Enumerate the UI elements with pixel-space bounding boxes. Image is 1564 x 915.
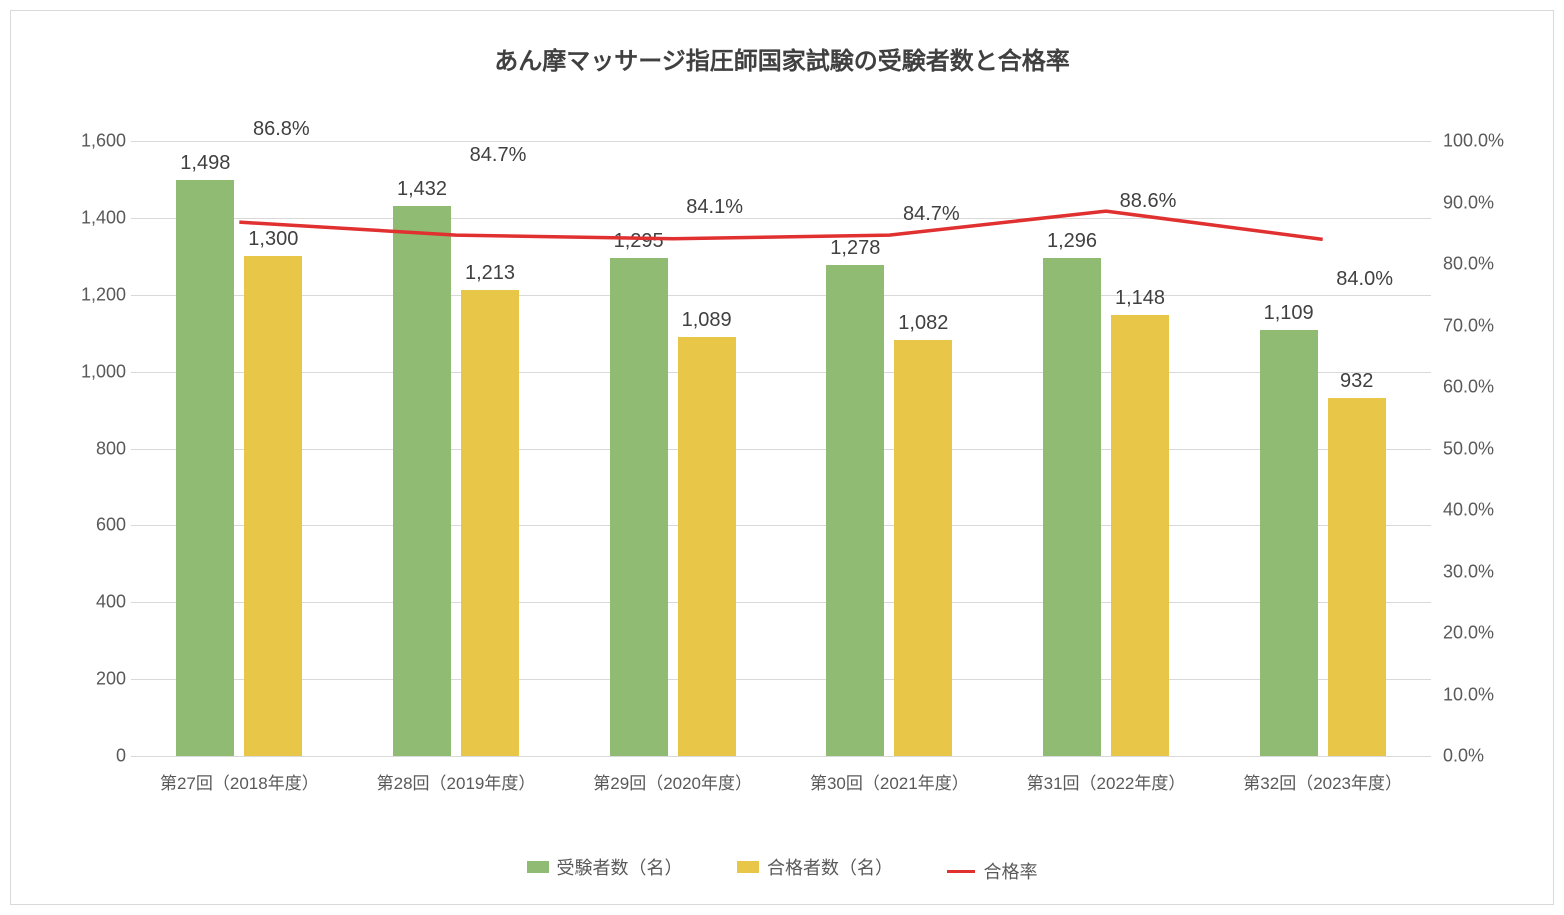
data-label-examinees: 1,296 [1047,230,1097,253]
data-label-passers: 1,213 [465,262,515,285]
y-right-tick-label: 60.0% [1443,377,1494,398]
y-right-tick-label: 90.0% [1443,192,1494,213]
plot-area: 1,4981,30086.8%1,4321,21384.7%1,2951,089… [131,141,1431,756]
y-right-tick-label: 20.0% [1443,623,1494,644]
chart-container: あん摩マッサージ指圧師国家試験の受験者数と合格率 0 200 400 600 800 1,… [10,10,1554,905]
grid-line [131,295,1431,296]
data-label-pass-rate: 84.1% [686,196,743,219]
grid-line [131,756,1431,757]
y-right-tick-label: 10.0% [1443,684,1494,705]
y-left-tick-label: 600 [96,515,126,536]
chart-title: あん摩マッサージ指圧師国家試験の受験者数と合格率 [11,11,1553,76]
legend-label-passers: 合格者数（名） [767,854,893,880]
bar-passers [244,256,302,756]
data-label-passers: 1,300 [248,228,298,251]
bar-examinees [1260,330,1318,756]
legend-item-examinees: 受験者数（名） [527,854,683,880]
bar-passers [461,290,519,756]
legend: 受験者数（名） 合格者数（名） 合格率 [11,854,1553,885]
y-left-tick-label: 1,200 [81,284,126,305]
bar-passers [1328,398,1386,756]
data-label-examinees: 1,109 [1264,302,1314,325]
grid-line [131,449,1431,450]
bar-examinees [176,180,234,756]
y-right-tick-label: 100.0% [1443,131,1504,152]
x-tick-label: 第30回（2021年度） [810,769,969,794]
y-axis-left: 02004006008001,0001,2001,4001,600 [71,141,126,756]
grid-line [131,525,1431,526]
grid-line [131,218,1431,219]
x-tick-label: 第27回（2018年度） [160,769,319,794]
y-left-tick-label: 400 [96,592,126,613]
bar-examinees [826,265,884,756]
y-left-tick-label: 1,600 [81,131,126,152]
data-label-examinees: 1,295 [614,230,664,253]
y-left-tick-label: 1,400 [81,207,126,228]
grid-line [131,602,1431,603]
data-label-passers: 1,148 [1115,287,1165,310]
legend-swatch-passers [737,861,759,873]
grid-line [131,679,1431,680]
data-label-pass-rate: 84.7% [470,144,527,167]
bar-passers [1111,315,1169,756]
data-label-pass-rate: 88.6% [1120,190,1177,213]
data-label-pass-rate: 86.8% [253,118,310,141]
data-label-pass-rate: 84.0% [1336,268,1393,291]
data-label-examinees: 1,278 [830,237,880,260]
y-left-tick-label: 1,000 [81,361,126,382]
y-left-tick-label: 200 [96,669,126,690]
y-right-tick-label: 40.0% [1443,500,1494,521]
x-tick-label: 第32回（2023年度） [1243,769,1402,794]
data-label-passers: 1,089 [682,309,732,332]
x-tick-label: 第31回（2022年度） [1027,769,1186,794]
bar-examinees [393,206,451,756]
bar-examinees [610,258,668,756]
y-right-tick-label: 70.0% [1443,315,1494,336]
y-right-tick-label: 0.0% [1443,746,1484,767]
legend-label-examinees: 受験者数（名） [557,854,683,880]
y-right-tick-label: 50.0% [1443,438,1494,459]
grid-line [131,372,1431,373]
bar-examinees [1043,258,1101,756]
bar-passers [894,340,952,756]
y-axis-right: 0.0%10.0%20.0%30.0%40.0%50.0%60.0%70.0%8… [1443,141,1523,756]
legend-item-passers: 合格者数（名） [737,854,893,880]
x-tick-label: 第29回（2020年度） [593,769,752,794]
data-label-passers: 1,082 [898,312,948,335]
y-right-tick-label: 30.0% [1443,561,1494,582]
data-label-examinees: 1,432 [397,178,447,201]
legend-label-pass-rate: 合格率 [983,858,1037,884]
data-label-examinees: 1,498 [180,152,230,175]
legend-item-pass-rate: 合格率 [947,858,1037,884]
y-left-tick-label: 800 [96,438,126,459]
y-right-tick-label: 80.0% [1443,254,1494,275]
data-label-passers: 932 [1340,370,1373,393]
y-left-tick-label: 0 [116,746,126,767]
bar-passers [678,337,736,756]
grid-line [131,141,1431,142]
legend-swatch-examinees [527,861,549,873]
data-label-pass-rate: 84.7% [903,203,960,226]
x-axis: 第27回（2018年度） 第28回（2019年度） 第29回（2020年度） 第30回… [131,761,1431,791]
legend-line-pass-rate [947,870,975,873]
x-tick-label: 第28回（2019年度） [377,769,536,794]
